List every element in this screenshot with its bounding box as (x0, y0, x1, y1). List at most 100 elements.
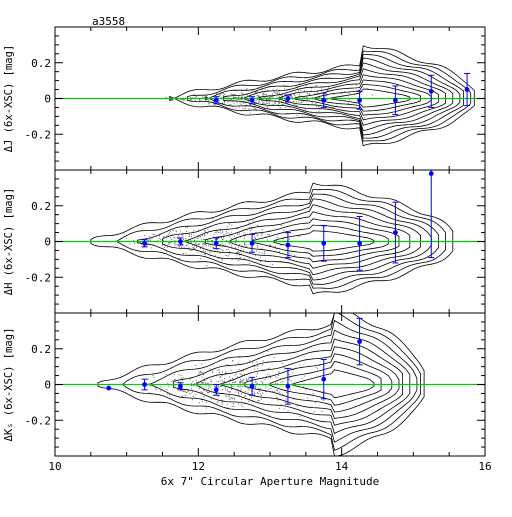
scatter-point (228, 380, 230, 382)
scatter-point (194, 239, 196, 241)
x-tick-label: 12 (192, 460, 205, 473)
scatter-point (278, 371, 280, 373)
scatter-point (192, 391, 193, 393)
scatter-point (243, 232, 245, 234)
scatter-point (185, 237, 187, 239)
scatter-point (308, 94, 310, 96)
scatter-point (313, 411, 315, 412)
scatter-point (270, 96, 271, 98)
scatter-point (289, 107, 291, 109)
scatter-point (231, 245, 232, 247)
scatter-point (321, 88, 323, 90)
binned-point (428, 74, 435, 108)
scatter-point (196, 380, 197, 381)
scatter-point (216, 402, 218, 404)
scatter-point (247, 219, 249, 221)
scatter-point (198, 244, 200, 246)
scatter-point (216, 249, 218, 251)
scatter-point (284, 99, 286, 101)
binned-point (284, 94, 291, 103)
scatter-point (204, 379, 206, 381)
scatter-point (205, 238, 207, 240)
contour-line (291, 369, 375, 399)
binned-point (106, 385, 112, 391)
scatter-point (266, 106, 268, 107)
scatter-point (262, 364, 264, 365)
scatter-point (172, 379, 174, 381)
scatter-point (234, 247, 236, 249)
scatter-point (247, 391, 249, 393)
scatter-point (283, 408, 285, 410)
scatter-point (256, 244, 258, 246)
scatter-point (207, 99, 209, 101)
scatter-point (199, 99, 200, 101)
contour-line (219, 346, 400, 419)
scatter-point (301, 101, 303, 103)
scatter-point (223, 244, 225, 246)
scatter-point (269, 374, 271, 376)
scatter-point (267, 107, 269, 109)
scatter-point (304, 90, 306, 92)
scatter-point (251, 90, 253, 91)
scatter-point (224, 244, 226, 246)
scatter-point (180, 99, 182, 101)
scatter-point (281, 100, 282, 102)
scatter-point (148, 392, 150, 394)
scatter-point (184, 389, 186, 391)
scatter-point (261, 247, 263, 249)
scatter-point (283, 84, 285, 86)
scatter-point (249, 104, 251, 106)
scatter-point (240, 385, 242, 387)
scatter-point (269, 99, 271, 101)
scatter-point (274, 102, 276, 104)
scatter-point (238, 369, 240, 370)
scatter-point (200, 370, 202, 372)
scatter-point (253, 107, 255, 108)
scatter-point (190, 239, 192, 241)
scatter-point (258, 101, 260, 103)
scatter-point (187, 243, 189, 245)
scatter-point (209, 386, 211, 388)
scatter-point (235, 90, 237, 92)
scatter-point (227, 232, 229, 234)
scatter-point (237, 385, 239, 387)
data-point (428, 171, 434, 176)
binned-point (177, 382, 184, 391)
scatter-point (230, 99, 232, 101)
scatter-point (265, 100, 267, 102)
scatter-point (364, 117, 365, 119)
scatter-point (257, 400, 259, 401)
scatter-point (286, 232, 288, 234)
scatter-point (267, 351, 269, 353)
scatter-point (252, 362, 254, 364)
scatter-point (238, 393, 239, 395)
scatter-point (147, 378, 149, 380)
scatter-point (254, 236, 255, 238)
scatter-point (251, 390, 252, 392)
scatter-point (222, 231, 223, 233)
scatter-point (240, 251, 242, 252)
scatter-point (193, 230, 194, 232)
scatter-point (204, 234, 205, 236)
scatter-point (316, 91, 318, 93)
scatter-point (184, 391, 186, 393)
scatter-point (223, 236, 225, 238)
scatter-point (235, 238, 237, 240)
scatter-point (314, 402, 316, 404)
scatter-point (262, 382, 264, 384)
scatter-point (316, 93, 318, 95)
scatter-point (201, 372, 203, 373)
scatter-point (301, 114, 303, 116)
scatter-point (205, 407, 207, 409)
scatter-point (245, 391, 246, 393)
scatter-point (162, 240, 164, 241)
scatter-point (223, 234, 225, 236)
scatter-point (241, 253, 242, 255)
scatter-point (238, 251, 240, 253)
scatter-point (259, 256, 261, 258)
scatter-point (186, 245, 188, 247)
scatter-point (180, 390, 182, 392)
scatter-point (292, 372, 294, 374)
scatter-point (230, 98, 232, 100)
scatter-point (174, 237, 176, 239)
